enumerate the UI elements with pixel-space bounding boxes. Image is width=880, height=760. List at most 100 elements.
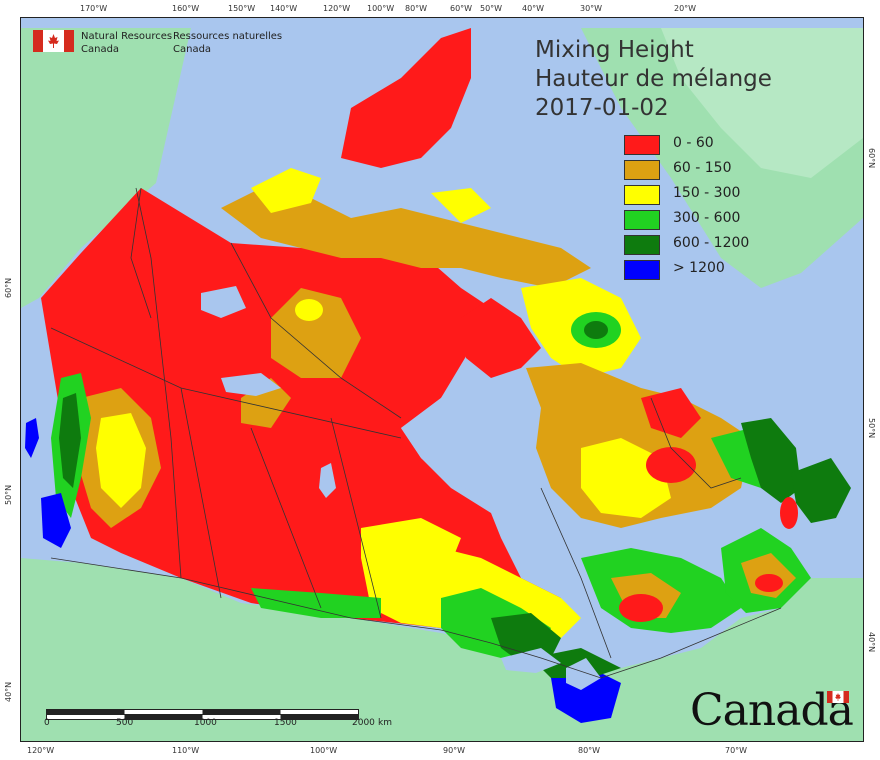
arctic-yellow-band: [251, 168, 321, 213]
newfoundland-dark-green: [791, 458, 851, 523]
border-ontario-quebec: [540, 487, 612, 659]
agency-en-line1: Natural Resources: [81, 31, 173, 42]
bc-blue-island: [25, 418, 39, 458]
maritimes-red-spot: [755, 574, 783, 592]
agency-en-line2: Canada: [81, 44, 120, 55]
legend-label: 150 - 300: [673, 185, 741, 201]
legend-swatch: [624, 235, 660, 255]
usa-land: [21, 558, 863, 741]
longitude-label-top: 170°W: [80, 4, 108, 13]
latitude-label-right: 60°N: [867, 148, 876, 169]
labrador-dark-green: [741, 418, 801, 503]
bc-dark-green-coast: [59, 393, 81, 488]
longitude-label-bottom: 110°W: [172, 746, 200, 755]
bc-yellow: [96, 413, 146, 508]
latitude-label-right: 40°N: [867, 632, 876, 653]
region-red-mainland: [41, 188, 561, 628]
prairie-green-strip: [251, 588, 381, 618]
scale-label: 2000: [352, 718, 375, 728]
wordmark-text: Canada: [690, 685, 854, 736]
lake-huron: [566, 658, 601, 690]
longitude-label-bottom: 100°W: [310, 746, 338, 755]
scale-bar: 0 500 1000 1500 2000 km: [44, 706, 392, 728]
longitude-label-bottom: 120°W: [27, 746, 55, 755]
longitude-label-top: 100°W: [367, 4, 395, 13]
longitude-label-top: 150°W: [228, 4, 256, 13]
longitude-label-top: 160°W: [172, 4, 200, 13]
map-date: 2017-01-02: [535, 95, 669, 121]
scale-label: 1000: [194, 718, 217, 728]
longitude-label-top: 40°W: [522, 4, 545, 13]
map-title-block: Mixing Height Hauteur de mélange 2017-01…: [535, 36, 772, 123]
greenland-edge: [661, 28, 863, 178]
map-area[interactable]: [20, 17, 864, 742]
canada-flag-icon: [33, 30, 74, 52]
newfoundland-red-spot: [780, 497, 798, 529]
wordmark-flag-icon: [827, 691, 849, 703]
border-manitoba-ontario: [330, 417, 382, 619]
agency-fr-line1: Ressources naturelles: [173, 31, 283, 42]
border-quebec-labrador: [650, 397, 742, 489]
mixing-height-map: [21, 18, 863, 741]
arctic-yellow-band-2: [431, 188, 491, 223]
border-bc-alberta: [135, 187, 182, 579]
legend-label: 60 - 150: [673, 160, 732, 176]
map-title-en: Mixing Height: [535, 37, 694, 63]
latitude-label-right: 50°N: [867, 418, 876, 439]
latitude-label-left: 60°N: [4, 277, 13, 298]
lake-superior: [501, 648, 561, 673]
scale-label: 500: [116, 718, 134, 728]
latitude-label-left: 50°N: [4, 484, 13, 505]
longitude-label-top: 120°W: [323, 4, 351, 13]
prairie-yellow: [361, 518, 461, 563]
great-slave-lake: [221, 373, 281, 396]
legend-swatch: [624, 185, 660, 205]
legend-swatch: [624, 160, 660, 180]
lake-winnipeg: [319, 463, 336, 498]
border-nwt-nunavut: [230, 242, 402, 419]
arctic-islands-orange: [221, 188, 591, 288]
canada-wordmark: Canada: [690, 685, 854, 736]
arctic-islands-red: [341, 28, 471, 168]
nunavut-orange-center: [271, 288, 361, 378]
longitude-label-top: 80°W: [405, 4, 428, 13]
longitude-label-bottom: 90°W: [443, 746, 466, 755]
bc-blue-coast: [41, 493, 71, 548]
scale-bar-graphic: [46, 709, 359, 720]
longitude-label-bottom: 70°W: [725, 746, 748, 755]
scale-label: 0: [44, 718, 50, 728]
baffin-dark-green-spot: [584, 321, 608, 339]
quebec-south-red-spot: [619, 594, 663, 622]
longitude-label-top: 60°W: [450, 4, 473, 13]
scale-unit: km: [378, 718, 392, 728]
labrador-red-spot: [646, 447, 696, 483]
border-canada-usa: [50, 557, 782, 679]
longitude-label-bottom: 80°W: [578, 746, 601, 755]
agency-fr-line2: Canada: [173, 44, 212, 55]
longitude-label-top: 50°W: [480, 4, 503, 13]
legend-label: 0 - 60: [673, 135, 714, 151]
great-bear-lake: [201, 286, 246, 318]
baffin-red: [461, 298, 541, 378]
latitude-label-left: 40°N: [4, 681, 13, 702]
legend-label: 300 - 600: [673, 210, 741, 226]
longitude-label-top: 30°W: [580, 4, 603, 13]
border-sask-manitoba: [250, 427, 322, 609]
border-nwt-south: [50, 327, 402, 439]
longitude-label-top: 140°W: [270, 4, 298, 13]
legend-swatch: [624, 135, 660, 155]
legend-swatch: [624, 210, 660, 230]
border-yukon-nwt: [130, 187, 152, 319]
legend-label: > 1200: [673, 260, 725, 276]
quebec-red-north: [641, 388, 701, 438]
nunavut-yellow-spot: [295, 299, 323, 321]
map-title-fr: Hauteur de mélange: [535, 66, 772, 92]
legend-label: 600 - 1200: [673, 235, 750, 251]
hudson-bay: [401, 348, 551, 508]
legend-swatch: [624, 260, 660, 280]
scale-label: 1500: [274, 718, 297, 728]
alaska-land: [21, 28, 191, 308]
border-alberta-sask: [180, 387, 222, 599]
longitude-label-top: 20°W: [674, 4, 697, 13]
